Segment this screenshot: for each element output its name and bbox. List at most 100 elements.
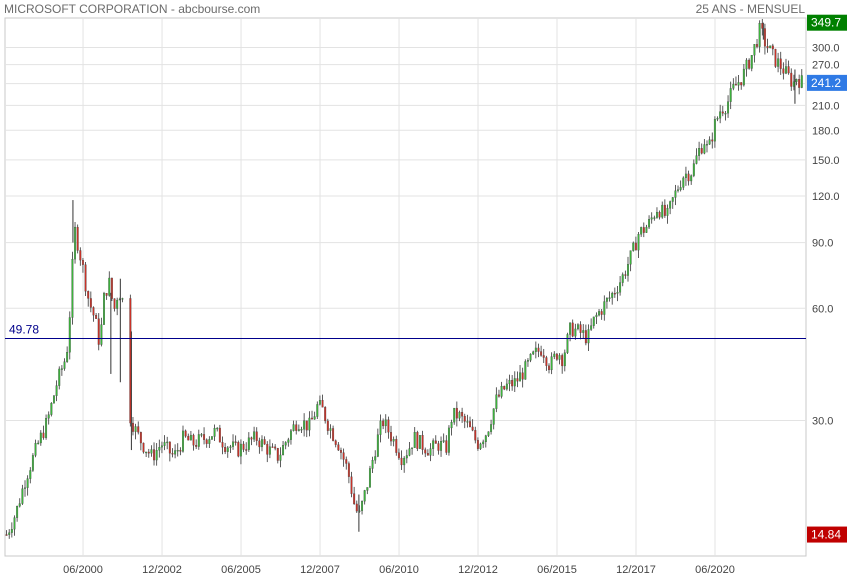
candle-up <box>71 258 74 318</box>
candle-up <box>661 204 664 218</box>
candle-up <box>684 173 687 179</box>
candle-up <box>603 301 606 315</box>
candle-down <box>548 365 550 371</box>
candle-down <box>434 440 437 444</box>
candle-down <box>110 277 113 299</box>
candle-up <box>58 368 61 386</box>
candle-up <box>226 447 229 452</box>
candle-down <box>5 534 8 536</box>
candle-up <box>629 250 632 265</box>
candle-down <box>395 439 398 453</box>
candle-down <box>521 372 524 380</box>
candle-up <box>703 144 706 154</box>
candle-down <box>545 357 548 366</box>
candle-down <box>642 227 645 233</box>
x-tick-label: 06/2000 <box>63 564 103 576</box>
candle-down <box>250 437 253 440</box>
candle-up <box>232 441 234 447</box>
candle-down <box>397 452 400 459</box>
candle-up <box>653 217 656 219</box>
candle-up <box>100 324 103 345</box>
candle-down <box>245 449 248 451</box>
candle-down <box>195 445 198 447</box>
candle-up <box>563 352 566 367</box>
candle-down <box>332 428 335 441</box>
candle-down <box>663 204 666 216</box>
candle-up <box>103 293 105 325</box>
y-tick-label: 120.0 <box>812 191 840 203</box>
candle-up <box>160 445 163 448</box>
candle-down <box>476 440 479 449</box>
candle-down <box>790 72 793 87</box>
candle-down <box>342 452 345 460</box>
candle-down <box>353 493 356 505</box>
candle-down <box>503 385 506 390</box>
candle-up <box>669 201 672 209</box>
candle-up <box>413 432 416 448</box>
candle-up <box>611 293 614 298</box>
candle-up <box>8 532 11 535</box>
candle-up <box>229 446 232 448</box>
candle-up <box>479 443 482 449</box>
candle-up <box>134 426 137 432</box>
candle-up <box>532 351 535 355</box>
candle-down <box>382 420 385 427</box>
candle-up <box>26 478 29 488</box>
candle-up <box>303 420 306 430</box>
candle-up <box>729 88 732 102</box>
candle-up <box>289 430 292 440</box>
candle-up <box>492 408 495 425</box>
candle-down <box>469 421 471 428</box>
candle-up <box>529 353 532 361</box>
candle-down <box>390 432 392 442</box>
x-tick-label: 06/2015 <box>537 564 577 576</box>
candle-down <box>132 422 134 432</box>
candle-down <box>463 416 466 422</box>
candle-down <box>498 394 500 397</box>
candle-down <box>721 111 724 114</box>
y-tick-label: 300.0 <box>812 43 840 55</box>
candle-up <box>68 317 71 353</box>
candle-down <box>355 503 358 512</box>
candle-down <box>79 250 82 261</box>
candle-down <box>105 293 108 296</box>
candle-up <box>679 187 682 190</box>
candle-up <box>34 443 37 456</box>
candle-up <box>505 383 508 390</box>
candle-up <box>466 421 469 423</box>
candle-down <box>203 434 206 440</box>
candle-up <box>513 378 516 387</box>
candle-up <box>18 503 21 507</box>
x-tick-label: 12/2007 <box>300 564 340 576</box>
candle-up <box>598 311 601 316</box>
candle-up <box>392 439 395 442</box>
candle-up <box>713 119 716 142</box>
candle-down <box>97 318 100 345</box>
candle-up <box>745 59 748 70</box>
candle-down <box>274 446 277 449</box>
candle-down <box>42 432 45 438</box>
candle-up <box>553 353 556 357</box>
candle-up <box>758 23 761 47</box>
candle-up <box>208 439 211 444</box>
candle-up <box>695 155 698 164</box>
candle-down <box>89 298 92 308</box>
candle-down <box>345 459 348 464</box>
candle-down <box>756 44 758 47</box>
price-label-text: 349.7 <box>811 16 841 30</box>
candle-up <box>329 428 332 431</box>
candle-up <box>627 264 629 276</box>
candle-down <box>763 28 766 47</box>
candle-down <box>92 307 95 316</box>
candle-up <box>300 429 303 431</box>
candle-down <box>416 432 419 449</box>
candle-down <box>187 435 190 441</box>
candle-up <box>777 58 780 67</box>
candle-down <box>205 439 208 444</box>
candle-down <box>516 378 519 382</box>
plot-frame <box>4 17 807 557</box>
candle-down <box>787 66 790 74</box>
candle-down <box>242 443 245 450</box>
candle-up <box>63 361 66 369</box>
